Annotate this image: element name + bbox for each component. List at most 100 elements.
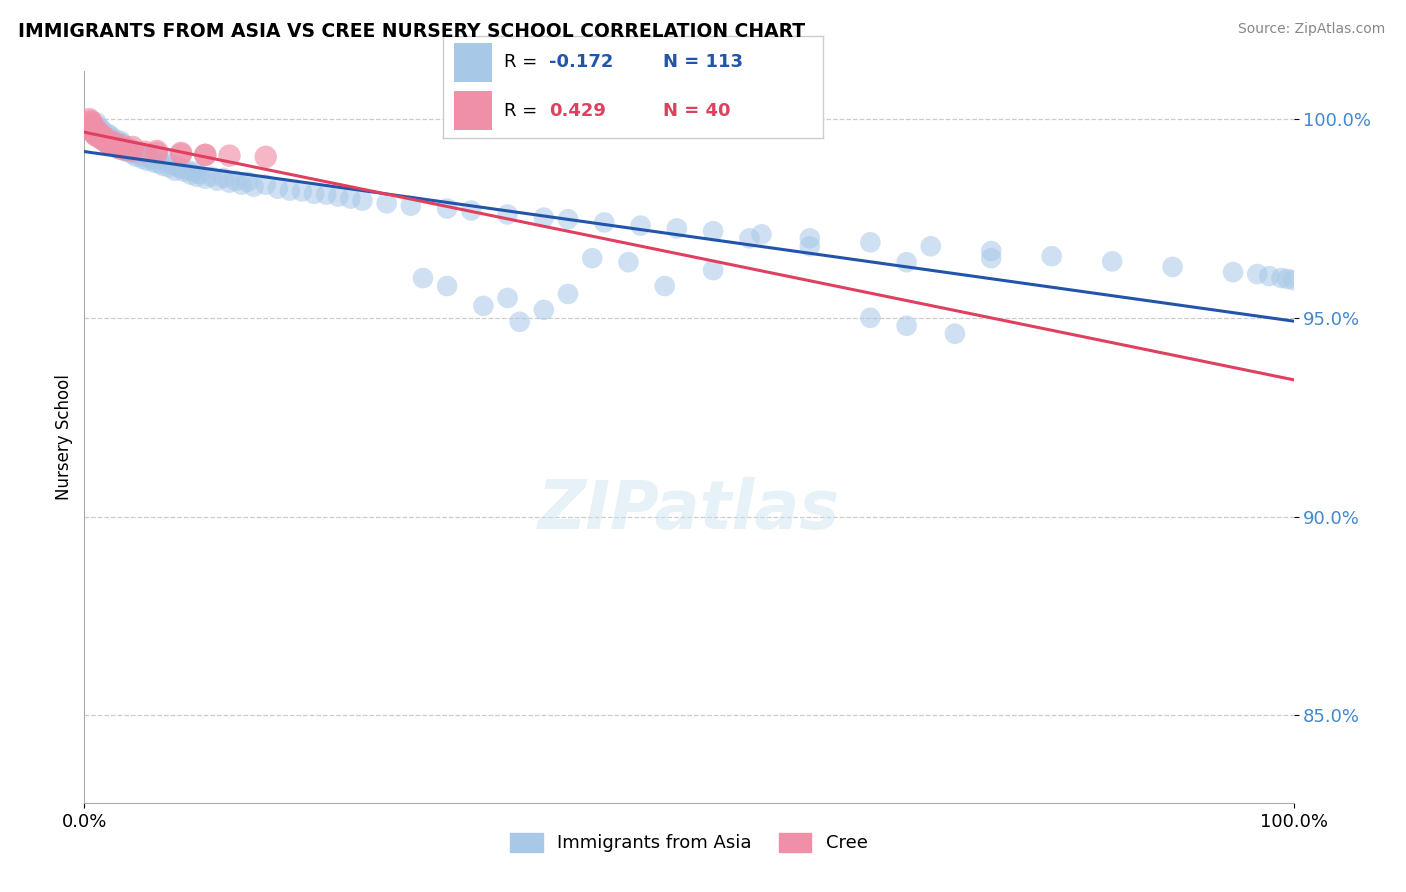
Point [302, 186, 325, 201]
Point [176, 163, 198, 178]
Point [200, 169, 222, 184]
Point [291, 185, 314, 199]
Point [352, 194, 374, 208]
Point [593, 215, 616, 229]
Point [87, 130, 110, 145]
Text: R =: R = [503, 102, 543, 120]
Point [1258, 269, 1281, 284]
Point [89, 127, 111, 141]
Point [118, 141, 141, 155]
Point [180, 168, 202, 182]
Point [79, 114, 101, 128]
Point [617, 255, 640, 269]
Text: ZIPatlas: ZIPatlas [538, 477, 839, 543]
Point [980, 244, 1002, 258]
Point [170, 147, 193, 161]
Point [460, 203, 482, 218]
Point [100, 137, 122, 152]
Point [82, 118, 104, 132]
Point [112, 142, 135, 156]
Point [170, 145, 193, 160]
Point [188, 167, 211, 181]
Point [128, 145, 150, 159]
Point [896, 255, 918, 269]
Point [97, 135, 120, 149]
Point [134, 147, 156, 161]
Point [94, 134, 117, 148]
Point [328, 189, 350, 203]
Point [375, 196, 398, 211]
Point [186, 169, 208, 184]
Point [146, 145, 169, 160]
Point [920, 239, 942, 253]
Point [86, 120, 108, 134]
Point [108, 139, 131, 153]
Point [121, 144, 143, 158]
Point [1101, 254, 1123, 268]
Point [122, 148, 145, 162]
Point [114, 139, 136, 153]
Point [87, 124, 110, 138]
Point [115, 145, 138, 159]
Point [472, 299, 495, 313]
Point [110, 134, 132, 148]
Point [117, 143, 139, 157]
Point [194, 171, 217, 186]
Point [160, 158, 183, 172]
Point [509, 315, 531, 329]
Point [93, 128, 115, 142]
Point [167, 160, 190, 174]
Point [207, 174, 229, 188]
Point [1161, 260, 1184, 274]
Point [436, 202, 458, 216]
FancyBboxPatch shape [454, 91, 492, 130]
Point [138, 151, 160, 165]
Point [496, 291, 519, 305]
Point [129, 148, 152, 162]
Point [136, 153, 159, 168]
Point [131, 152, 153, 166]
Point [134, 145, 156, 159]
Point [125, 150, 148, 164]
Point [97, 133, 120, 147]
Point [267, 181, 290, 195]
Text: IMMIGRANTS FROM ASIA VS CREE NURSERY SCHOOL CORRELATION CHART: IMMIGRANTS FROM ASIA VS CREE NURSERY SCH… [18, 22, 806, 41]
Point [496, 207, 519, 221]
Point [105, 140, 128, 154]
Point [86, 115, 108, 129]
Point [86, 123, 108, 137]
Point [702, 224, 724, 238]
Point [139, 153, 162, 167]
Text: R =: R = [503, 54, 543, 71]
Point [1246, 267, 1268, 281]
Point [630, 219, 652, 233]
Point [557, 212, 579, 227]
Point [110, 142, 132, 156]
Text: 0.429: 0.429 [550, 102, 606, 120]
Point [107, 141, 129, 155]
Point [148, 156, 170, 170]
Point [980, 251, 1002, 265]
Point [80, 122, 103, 136]
Point [89, 120, 111, 135]
Point [94, 130, 117, 145]
Point [242, 179, 264, 194]
Point [194, 148, 217, 162]
Point [101, 136, 124, 150]
Point [152, 159, 174, 173]
Point [146, 150, 169, 164]
Point [91, 123, 114, 137]
Point [120, 145, 142, 160]
Point [97, 136, 120, 151]
Point [1222, 265, 1244, 279]
Point [121, 140, 143, 154]
Point [115, 143, 138, 157]
Point [104, 135, 127, 149]
Text: N = 113: N = 113 [664, 54, 742, 71]
Point [111, 136, 134, 150]
Point [859, 310, 882, 325]
Point [124, 145, 146, 160]
Point [104, 137, 127, 152]
Point [799, 239, 821, 253]
Point [170, 161, 193, 176]
